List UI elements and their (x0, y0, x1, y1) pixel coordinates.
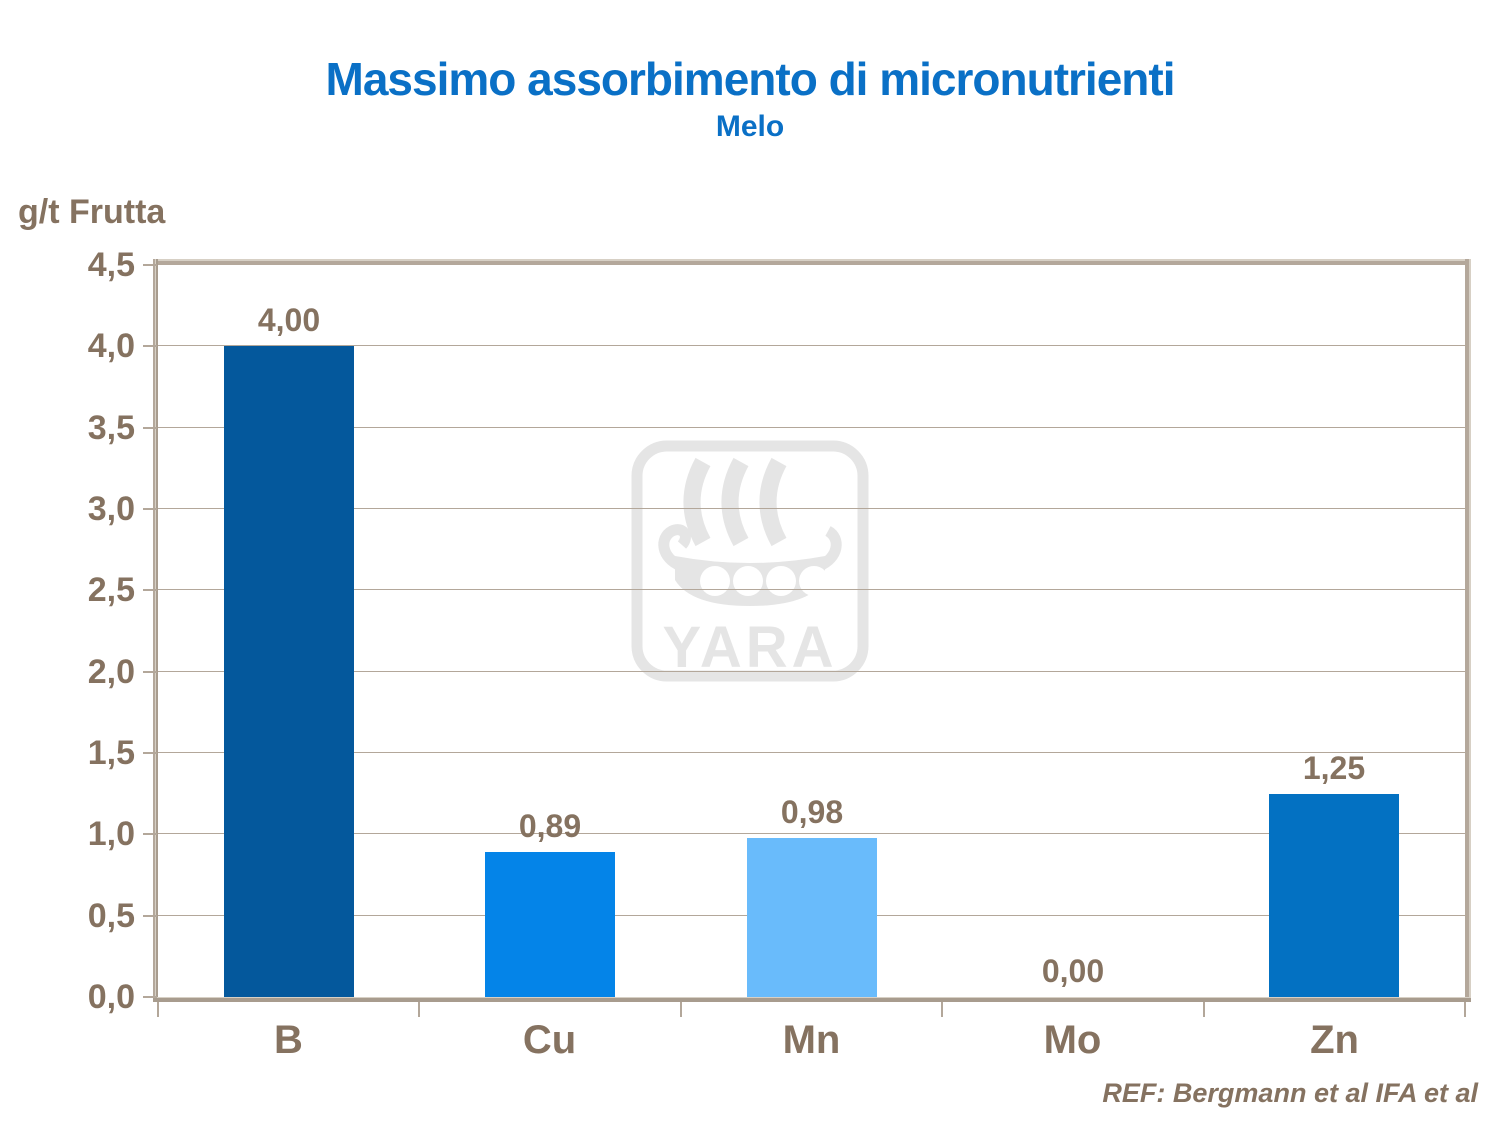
hull-hole (799, 566, 829, 596)
hull-hole (700, 566, 730, 596)
y-tick-label: 3,5 (87, 409, 135, 447)
bar-Mn (747, 838, 877, 997)
y-tick-mark (143, 508, 157, 510)
gridline (158, 508, 1465, 509)
bar-value-label-Mo: 0,00 (1041, 953, 1105, 989)
ship-left-neck-icon (658, 524, 691, 572)
gridline (158, 589, 1465, 590)
x-tick-mark (941, 1002, 943, 1017)
plot-border-top (153, 259, 1471, 265)
y-tick-label: 1,0 (87, 815, 135, 853)
y-tick-mark (143, 427, 157, 429)
y-tick-mark (143, 915, 157, 917)
x-tick-mark (680, 1002, 682, 1017)
y-tick-label: 4,0 (87, 327, 135, 365)
bar-value-label-Zn: 1,25 (1302, 750, 1366, 786)
sail-icon (721, 457, 749, 547)
gridline (158, 345, 1465, 346)
y-tick-label: 3,0 (87, 490, 135, 528)
y-tick-mark (143, 345, 157, 347)
plot-border-right (1465, 259, 1471, 1002)
y-tick-mark (143, 589, 157, 591)
hull-hole (766, 566, 796, 596)
y-tick-label: 0,5 (87, 897, 135, 935)
chart-subtitle: Melo (715, 110, 785, 143)
y-tick-mark (143, 752, 157, 754)
y-tick-mark (143, 996, 157, 998)
y-tick-label: 2,0 (87, 653, 135, 691)
gridline (158, 671, 1465, 672)
x-tick-mark (418, 1002, 420, 1017)
category-label-B: B (274, 1018, 303, 1062)
bar-B (224, 346, 354, 997)
bar-Zn (1269, 794, 1399, 997)
reference-note: REF: Bergmann et al IFA et al (1102, 1078, 1478, 1108)
y-axis-line (153, 259, 158, 1002)
x-axis-line (153, 997, 1471, 1002)
y-tick-label: 0,0 (87, 978, 135, 1016)
category-label-Cu: Cu (522, 1018, 577, 1062)
x-tick-mark (1203, 1002, 1205, 1017)
hull-hole (733, 566, 763, 596)
category-label-Zn: Zn (1310, 1018, 1359, 1062)
chart-title: Massimo assorbimento di micronutrienti (325, 53, 1176, 105)
category-label-Mn: Mn (782, 1018, 841, 1062)
category-label-Mo: Mo (1043, 1018, 1102, 1062)
watermark-frame (631, 440, 869, 682)
y-tick-mark (143, 264, 157, 266)
y-tick-label: 2,5 (87, 571, 135, 609)
yara-watermark-logo: YARA (631, 440, 869, 682)
bar-Cu (485, 852, 615, 997)
y-axis-title: g/t Frutta (18, 193, 166, 231)
bar-value-label-B: 4,00 (257, 302, 321, 338)
gridline (158, 752, 1465, 753)
y-tick-mark (143, 671, 157, 673)
watermark-wordmark: YARA (662, 615, 837, 680)
y-tick-mark (143, 833, 157, 835)
gridline (158, 833, 1465, 834)
bar-value-label-Cu: 0,89 (518, 808, 582, 844)
bar-value-label-Mn: 0,98 (780, 794, 844, 830)
x-tick-mark (1464, 1002, 1466, 1017)
y-tick-label: 1,5 (87, 734, 135, 772)
y-tick-label: 4,5 (87, 246, 135, 284)
gridline (158, 427, 1465, 428)
x-tick-mark (157, 1002, 159, 1017)
sail-icon (683, 457, 711, 547)
sail-icon (759, 457, 787, 547)
